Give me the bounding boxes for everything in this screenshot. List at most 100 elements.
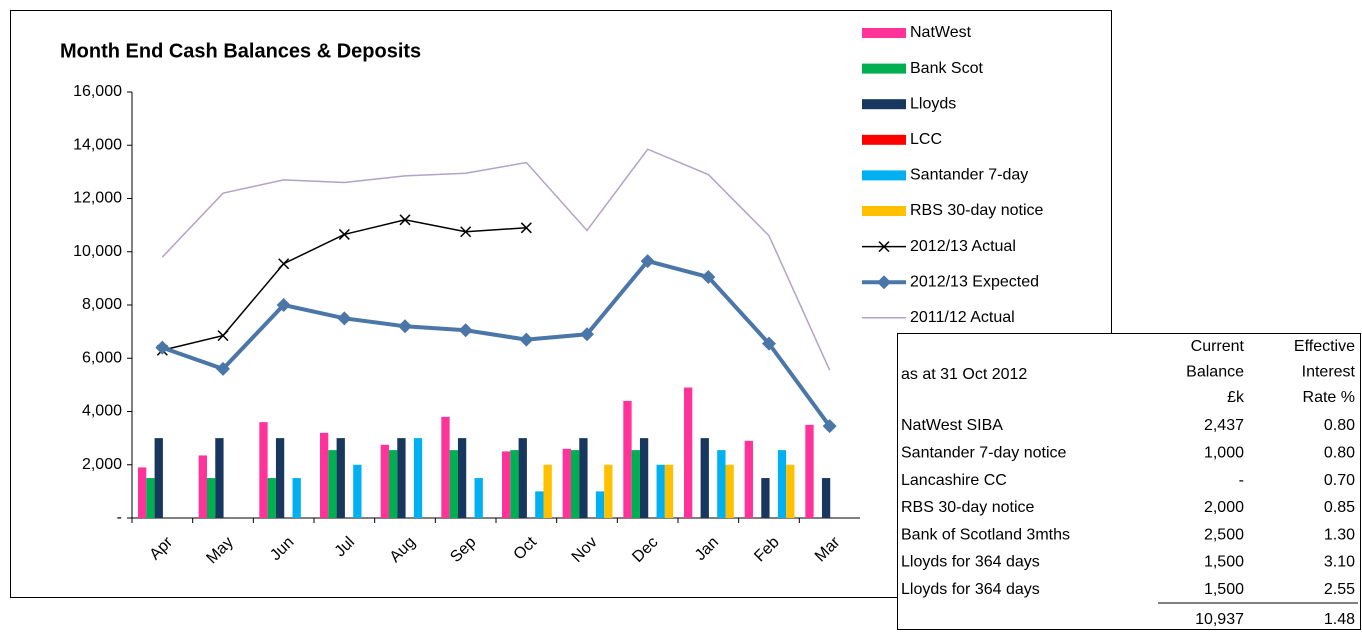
- bar: [457, 438, 467, 518]
- bar: [275, 438, 285, 518]
- line-marker: [216, 361, 230, 376]
- bar: [684, 387, 693, 518]
- table-cell: 0.85: [1324, 499, 1355, 516]
- bar: [623, 400, 632, 518]
- line-marker: [877, 275, 891, 290]
- bar: [353, 464, 362, 518]
- line: [161, 148, 831, 371]
- bar: [786, 464, 795, 518]
- bar: [154, 438, 163, 518]
- table-header: Interest: [1302, 364, 1356, 381]
- bar: [604, 464, 613, 518]
- legend-swatch: [862, 28, 906, 38]
- bar: [510, 450, 519, 518]
- line-marker: [822, 419, 837, 434]
- line-marker: [217, 330, 229, 342]
- legend-label: LCC: [910, 131, 942, 148]
- table-cell: RBS 30-day notice: [901, 499, 1035, 516]
- legend-swatch: [862, 170, 906, 181]
- line-marker: [580, 327, 594, 342]
- legend-label: RBS 30-day notice: [910, 202, 1044, 219]
- bar: [518, 438, 527, 518]
- table-cell: 1,000: [1204, 445, 1244, 462]
- table-cell: 2,000: [1204, 499, 1244, 516]
- table-cell: 2.55: [1324, 581, 1355, 598]
- bar: [328, 450, 337, 518]
- bar: [267, 478, 276, 518]
- bar: [146, 478, 155, 518]
- y-tick-label: 8,000: [82, 296, 122, 313]
- table-box: [897, 333, 1361, 630]
- bar: [777, 450, 787, 518]
- table-cell: Santander 7-day notice: [901, 445, 1067, 462]
- table-cell: 0.70: [1324, 472, 1355, 489]
- bar: [215, 438, 224, 518]
- bar: [292, 478, 301, 518]
- bar: [639, 438, 649, 518]
- table-cell: 1,500: [1204, 581, 1244, 598]
- legend-label: Bank Scot: [910, 60, 983, 77]
- y-tick-label: 4,000: [82, 403, 122, 420]
- bar: [388, 450, 398, 518]
- legend-label: Santander 7-day: [910, 167, 1028, 184]
- line-marker: [458, 323, 473, 338]
- table-cell: -: [1239, 472, 1244, 489]
- legend-swatch: [862, 63, 906, 74]
- bar: [198, 455, 207, 518]
- chart-title: Month End Cash Balances & Deposits: [60, 40, 421, 62]
- bar: [744, 440, 753, 518]
- table-header: Current: [1191, 338, 1245, 355]
- bar: [595, 491, 605, 518]
- bar: [502, 451, 511, 518]
- legend-label: NatWest: [910, 24, 972, 41]
- y-tick-label: 2,000: [82, 456, 122, 473]
- bar: [441, 416, 450, 518]
- bar: [717, 450, 726, 518]
- table-cell: 2,437: [1204, 417, 1244, 434]
- line-marker: [460, 226, 472, 238]
- bar: [397, 438, 406, 518]
- bar: [320, 432, 329, 518]
- line-marker: [519, 332, 534, 347]
- y-tick-label: 12,000: [73, 190, 122, 207]
- bar: [805, 424, 814, 518]
- bar: [725, 464, 734, 518]
- bar: [570, 450, 580, 518]
- line-marker: [155, 340, 170, 355]
- table-cell: Lloyds for 364 days: [901, 554, 1040, 571]
- line-marker: [640, 254, 655, 269]
- legend-swatch: [862, 99, 906, 110]
- legend-swatch: [862, 134, 906, 145]
- table-header: Balance: [1186, 364, 1244, 381]
- bar: [562, 448, 571, 518]
- bar: [656, 464, 665, 518]
- bar: [380, 444, 389, 518]
- y-tick-label: 14,000: [73, 136, 122, 153]
- bar: [579, 438, 588, 518]
- bar: [259, 422, 268, 518]
- table-header: £k: [1227, 389, 1245, 406]
- y-tick-label: 16,000: [73, 83, 122, 100]
- table-header: Effective: [1294, 338, 1355, 355]
- bar: [821, 478, 831, 518]
- line-marker: [520, 222, 532, 234]
- bar: [206, 478, 216, 518]
- line-marker: [762, 336, 776, 351]
- line-marker: [701, 270, 716, 285]
- line-marker: [399, 214, 411, 226]
- bar: [700, 438, 709, 518]
- bar: [449, 450, 458, 518]
- y-tick-label: 10,000: [73, 243, 122, 260]
- table-header: Rate %: [1303, 389, 1355, 406]
- line-marker: [338, 228, 350, 240]
- bar: [138, 467, 147, 518]
- line-marker: [337, 311, 352, 326]
- line: [161, 258, 832, 428]
- line-marker: [398, 319, 412, 334]
- y-tick-label: -: [117, 509, 122, 526]
- table-cell: 1,500: [1204, 554, 1244, 571]
- table-total: 1.48: [1324, 611, 1355, 628]
- table-total: 10,937: [1195, 611, 1244, 628]
- table-cell: 3.10: [1324, 554, 1355, 571]
